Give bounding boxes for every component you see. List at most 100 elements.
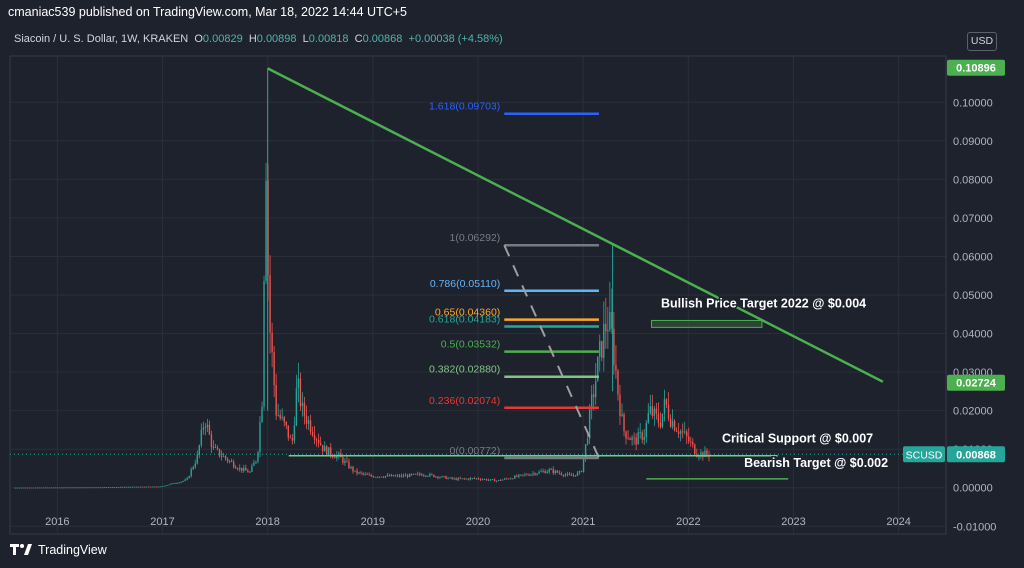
candle-body [79, 487, 81, 489]
candle-body [475, 478, 478, 480]
candle-body [265, 180, 267, 282]
candle-body [109, 487, 112, 488]
candle-body [562, 474, 565, 476]
candle-body [224, 456, 227, 459]
candle-body [427, 476, 429, 477]
candle-body [251, 465, 253, 472]
candle-body [235, 467, 237, 469]
candle-body [572, 475, 575, 477]
candle-body [52, 487, 55, 489]
candle-body [439, 477, 441, 479]
candle-body [661, 413, 664, 427]
candle-body [273, 352, 275, 386]
candle-body [690, 441, 692, 443]
candle-body [311, 431, 314, 436]
symbol-name[interactable]: Siacoin / U. S. Dollar, 1W, KRAKEN [14, 33, 189, 45]
candle-body [487, 479, 490, 481]
candle-body [617, 370, 619, 395]
candle-body [635, 437, 637, 445]
fib-level-label: 0.65(0.04360) [435, 307, 500, 319]
candle-body [588, 409, 591, 439]
candle-body [534, 473, 536, 475]
candle-body [200, 429, 203, 446]
candle-body [115, 487, 118, 488]
candle-body [441, 476, 443, 478]
candle-body [455, 478, 457, 481]
tradingview-brand[interactable]: TradingView [10, 543, 107, 557]
candle-body [20, 487, 23, 489]
candle-body [619, 394, 621, 417]
candle-body [81, 487, 83, 489]
candle-body [87, 487, 89, 489]
price-badge-bg [947, 374, 1005, 391]
candle-body [313, 435, 316, 440]
candle-body [291, 437, 294, 441]
candle-body [178, 482, 180, 484]
bullish-target-box [651, 319, 763, 328]
candle-body [384, 476, 387, 478]
candle-body [65, 487, 67, 489]
candle-body [560, 473, 563, 475]
candle-body [686, 431, 688, 437]
currency-button[interactable]: USD [967, 32, 997, 51]
candle-body [271, 332, 273, 353]
candle-body [526, 474, 528, 476]
descending-trendline [267, 67, 884, 383]
candle-body [24, 487, 27, 489]
y-tick-label: 0.04000 [953, 329, 993, 341]
candle-body [299, 378, 302, 407]
candle-body [194, 463, 196, 468]
candle-body [601, 341, 603, 358]
candle-body [319, 443, 322, 446]
candle-body [354, 470, 356, 472]
candle-body [26, 487, 29, 489]
candle-body [192, 467, 194, 470]
candle-body [679, 431, 682, 434]
candle-body [48, 487, 51, 489]
candle-body [160, 486, 162, 488]
candle-body [681, 431, 684, 433]
drawings-layer: 1.618(0.09703) 1(0.06292) 0.786(0.05110) 0.… [10, 67, 946, 480]
candle-body [243, 467, 245, 471]
candle-body [218, 449, 221, 457]
symbol-legend: Siacoin / U. S. Dollar, 1W, KRAKEN O0.00… [14, 33, 503, 45]
candle-body [479, 479, 482, 481]
candle-body [202, 427, 205, 430]
y-tick-label: 0.06000 [953, 251, 993, 263]
candle-body [465, 478, 467, 480]
candle-body [172, 483, 174, 484]
candle-body [404, 475, 407, 477]
candle-body [212, 447, 215, 448]
candle-body [506, 478, 508, 480]
candle-body [627, 438, 629, 440]
candle-body [556, 470, 558, 473]
candle-body [105, 487, 107, 489]
price-badge-label: 0.00868 [956, 449, 996, 461]
candle-body [540, 471, 542, 473]
candle-body [152, 486, 154, 488]
candle-body [548, 469, 550, 472]
candle-body [641, 432, 643, 440]
candle-body [40, 487, 43, 489]
candle-body [524, 474, 526, 476]
candle-body [162, 486, 164, 487]
candle-body [590, 394, 593, 410]
candle-body [599, 341, 601, 357]
candle-body [85, 487, 87, 489]
candle-body [692, 441, 694, 445]
candle-body [222, 456, 225, 457]
candle-body [376, 476, 378, 478]
candle-body [239, 467, 241, 470]
candle-body [146, 486, 148, 488]
fib-diagonal-line [503, 244, 600, 459]
candle-body [603, 323, 605, 358]
candle-body [293, 425, 296, 441]
candle-body [99, 487, 101, 489]
candle-body [95, 487, 97, 489]
candle-body [342, 457, 344, 463]
candle-body [328, 447, 330, 456]
candle-body [67, 487, 69, 489]
candle-body [584, 444, 587, 459]
candle-body [443, 476, 445, 478]
